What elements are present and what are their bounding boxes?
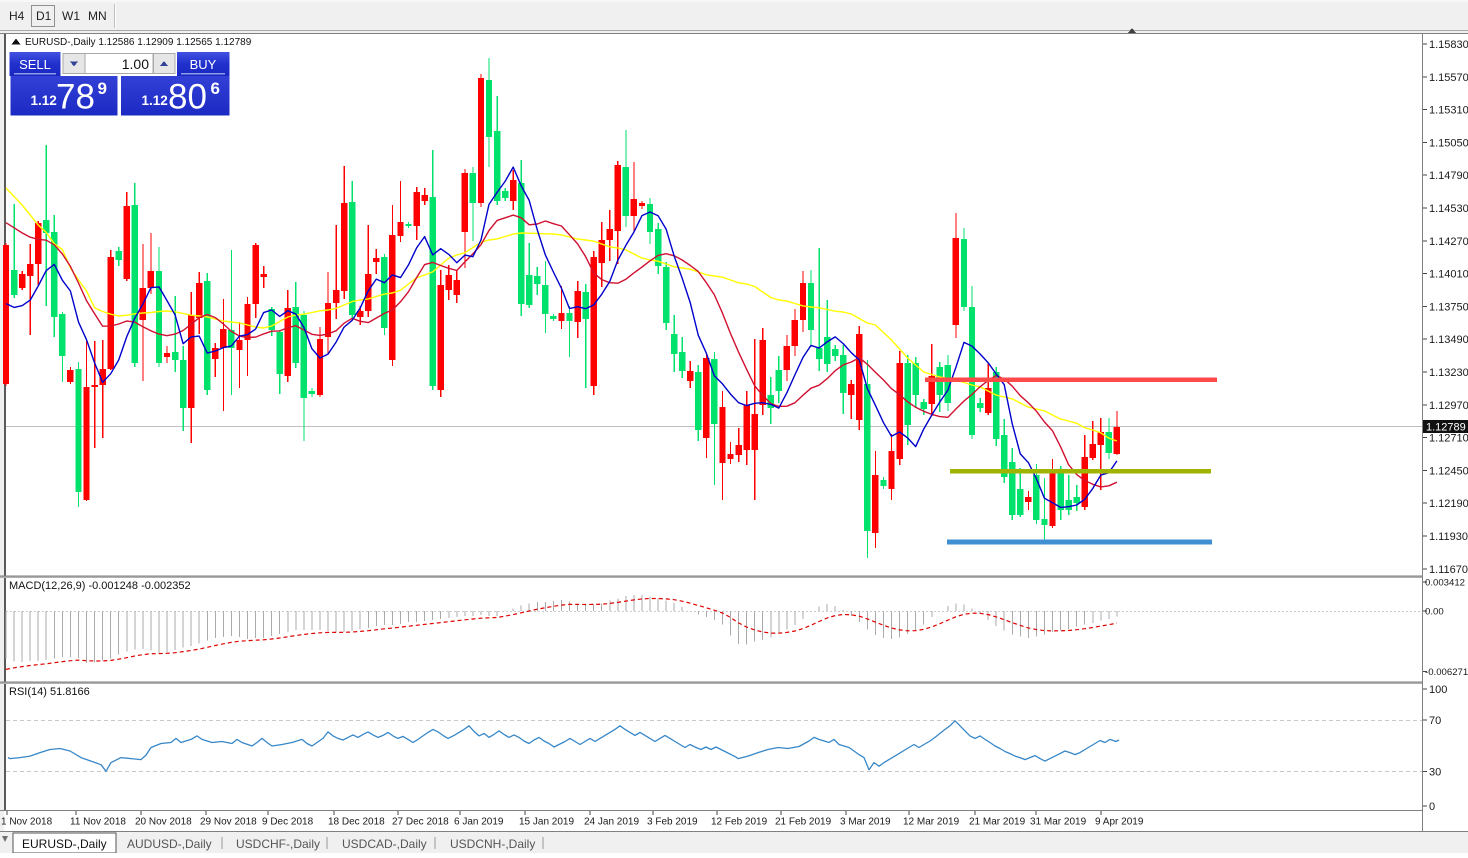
svg-text:0.00: 0.00: [1425, 607, 1444, 618]
svg-text:9: 9: [98, 79, 107, 98]
svg-text:29 Nov 2018: 29 Nov 2018: [200, 817, 257, 828]
svg-text:RSI(14) 51.8166: RSI(14) 51.8166: [9, 686, 90, 698]
svg-text:9 Dec 2018: 9 Dec 2018: [262, 817, 314, 828]
svg-text:1.15570: 1.15570: [1429, 72, 1468, 84]
svg-text:100: 100: [1429, 684, 1447, 696]
svg-text:EURUSD-,Daily 1.12586 1.12909: EURUSD-,Daily 1.12586 1.12909 1.12565 1.…: [25, 37, 252, 48]
svg-text:USDCAD-,Daily: USDCAD-,Daily: [342, 837, 427, 851]
svg-text:1.12190: 1.12190: [1429, 498, 1468, 510]
svg-text:1.13230: 1.13230: [1429, 367, 1468, 379]
svg-text:0.003412: 0.003412: [1425, 578, 1465, 589]
svg-text:30: 30: [1429, 766, 1441, 778]
svg-text:70: 70: [1429, 715, 1441, 727]
svg-text:1.12450: 1.12450: [1429, 465, 1468, 477]
svg-text:1.14270: 1.14270: [1429, 236, 1468, 248]
svg-text:1.12: 1.12: [31, 93, 57, 108]
svg-text:1.15050: 1.15050: [1429, 137, 1468, 149]
svg-text:21 Mar 2019: 21 Mar 2019: [969, 817, 1026, 828]
svg-text:1 Nov 2018: 1 Nov 2018: [1, 817, 53, 828]
svg-text:0: 0: [1429, 801, 1435, 813]
svg-text:20 Nov 2018: 20 Nov 2018: [135, 817, 192, 828]
svg-text:15 Jan 2019: 15 Jan 2019: [519, 817, 574, 828]
svg-text:6 Jan 2019: 6 Jan 2019: [454, 817, 504, 828]
svg-text:31 Mar 2019: 31 Mar 2019: [1030, 817, 1087, 828]
svg-text:W1: W1: [62, 9, 80, 23]
svg-text:H4: H4: [9, 9, 25, 23]
svg-text:EURUSD-,Daily: EURUSD-,Daily: [22, 837, 107, 851]
svg-text:1.13750: 1.13750: [1429, 301, 1468, 313]
svg-text:24 Jan 2019: 24 Jan 2019: [584, 817, 639, 828]
svg-text:USDCNH-,Daily: USDCNH-,Daily: [450, 837, 535, 851]
svg-text:MN: MN: [88, 9, 107, 23]
svg-text:3 Feb 2019: 3 Feb 2019: [647, 817, 698, 828]
svg-text:USDCHF-,Daily: USDCHF-,Daily: [236, 837, 320, 851]
svg-text:AUDUSD-,Daily: AUDUSD-,Daily: [127, 837, 212, 851]
svg-text:1.15830: 1.15830: [1429, 39, 1468, 51]
svg-text:18 Dec 2018: 18 Dec 2018: [328, 817, 385, 828]
svg-text:11 Nov 2018: 11 Nov 2018: [70, 817, 126, 828]
svg-text:3 Mar 2019: 3 Mar 2019: [840, 817, 891, 828]
svg-text:21 Feb 2019: 21 Feb 2019: [775, 817, 832, 828]
svg-text:1.00: 1.00: [122, 56, 149, 72]
svg-text:1.12710: 1.12710: [1429, 433, 1468, 445]
svg-text:D1: D1: [36, 9, 52, 23]
svg-text:1.11670: 1.11670: [1429, 564, 1468, 576]
svg-text:80: 80: [168, 78, 207, 117]
svg-text:MACD(12,26,9) -0.001248 -0.002: MACD(12,26,9) -0.001248 -0.002352: [9, 580, 191, 592]
svg-text:12 Mar 2019: 12 Mar 2019: [903, 817, 960, 828]
svg-text:1.12789: 1.12789: [1426, 422, 1466, 434]
svg-text:1.14010: 1.14010: [1429, 269, 1468, 281]
svg-text:12 Feb 2019: 12 Feb 2019: [711, 817, 768, 828]
svg-text:1.14790: 1.14790: [1429, 170, 1468, 182]
svg-text:27 Dec 2018: 27 Dec 2018: [392, 817, 449, 828]
svg-text:78: 78: [56, 78, 95, 117]
svg-text:6: 6: [211, 79, 220, 98]
svg-text:1.13490: 1.13490: [1429, 334, 1468, 346]
svg-text:1.11930: 1.11930: [1429, 531, 1468, 543]
svg-text:1.14530: 1.14530: [1429, 203, 1468, 215]
svg-text:BUY: BUY: [190, 57, 217, 72]
svg-text:-0.006271: -0.006271: [1425, 667, 1468, 678]
svg-text:SELL: SELL: [19, 57, 51, 72]
svg-text:9 Apr 2019: 9 Apr 2019: [1095, 817, 1144, 828]
svg-text:1.12: 1.12: [142, 93, 168, 108]
svg-text:1.15310: 1.15310: [1429, 105, 1468, 117]
svg-text:1.12970: 1.12970: [1429, 400, 1468, 412]
